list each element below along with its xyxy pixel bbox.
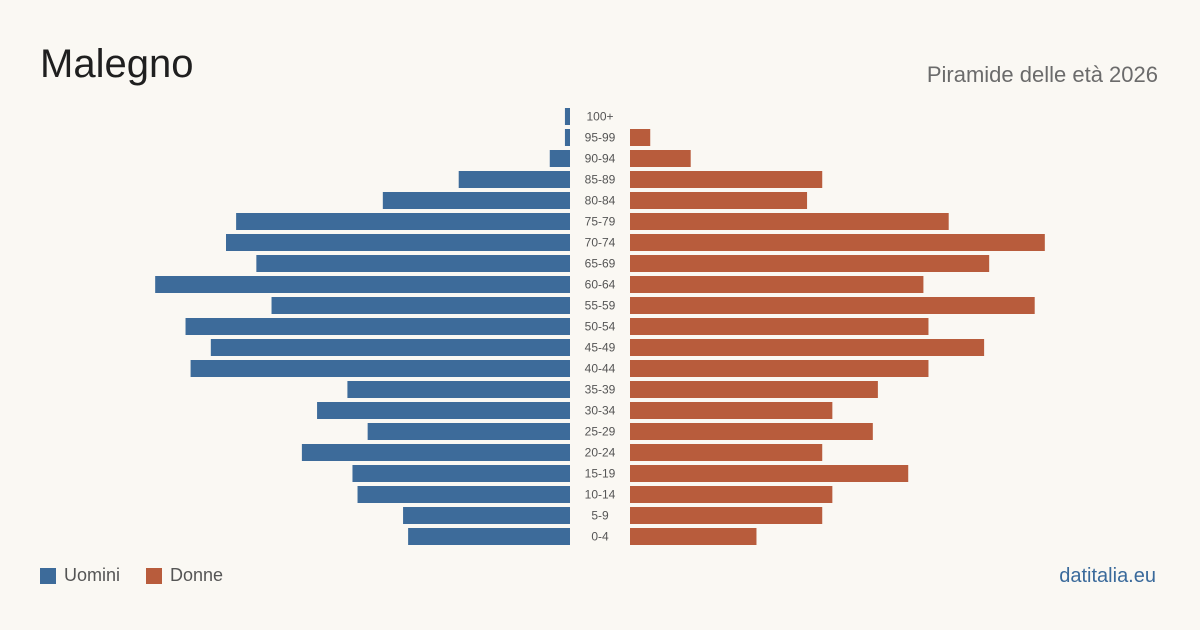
bar-men-80-84 bbox=[382, 192, 570, 209]
bar-women-70-74 bbox=[630, 234, 1045, 251]
bar-women-50-54 bbox=[630, 318, 929, 335]
bar-men-20-24 bbox=[301, 444, 570, 461]
bar-men-40-44 bbox=[190, 360, 570, 377]
bar-men-95-99 bbox=[564, 129, 570, 146]
age-label-20-24: 20-24 bbox=[585, 446, 616, 460]
age-label-80-84: 80-84 bbox=[585, 194, 616, 208]
bar-women-85-89 bbox=[630, 171, 823, 188]
bar-men-55-59 bbox=[271, 297, 570, 314]
bar-women-75-79 bbox=[630, 213, 949, 230]
legend-swatch-women bbox=[146, 567, 163, 584]
chart-legend: Uomini Donne bbox=[40, 565, 223, 586]
age-label-10-14: 10-14 bbox=[585, 488, 616, 502]
bar-men-75-79 bbox=[236, 213, 570, 230]
bar-men-70-74 bbox=[226, 234, 570, 251]
legend-item-women: Donne bbox=[146, 565, 223, 586]
bar-women-95-99 bbox=[630, 129, 651, 146]
legend-label-women: Donne bbox=[170, 565, 224, 585]
age-label-95-99: 95-99 bbox=[585, 131, 616, 145]
bar-women-45-49 bbox=[630, 339, 985, 356]
legend-label-men: Uomini bbox=[64, 565, 121, 585]
age-label-75-79: 75-79 bbox=[585, 215, 616, 229]
bar-women-90-94 bbox=[630, 150, 691, 167]
bar-women-35-39 bbox=[630, 381, 878, 398]
bar-men-30-34 bbox=[317, 402, 570, 419]
bar-men-15-19 bbox=[352, 465, 570, 482]
age-label-40-44: 40-44 bbox=[585, 362, 616, 376]
bar-men-100+ bbox=[564, 108, 570, 125]
age-label-35-39: 35-39 bbox=[585, 383, 616, 397]
bar-women-80-84 bbox=[630, 192, 808, 209]
age-label-25-29: 25-29 bbox=[585, 425, 616, 439]
age-label-30-34: 30-34 bbox=[585, 404, 616, 418]
bar-women-40-44 bbox=[630, 360, 929, 377]
bar-men-25-29 bbox=[367, 423, 570, 440]
age-label-65-69: 65-69 bbox=[585, 257, 616, 271]
age-label-85-89: 85-89 bbox=[585, 173, 616, 187]
bar-women-15-19 bbox=[630, 465, 909, 482]
page-title: Malegno bbox=[40, 42, 194, 86]
bar-men-0-4 bbox=[408, 528, 570, 545]
age-label-70-74: 70-74 bbox=[585, 236, 616, 250]
age-label-50-54: 50-54 bbox=[585, 320, 616, 334]
bar-men-65-69 bbox=[256, 255, 570, 272]
bar-women-30-34 bbox=[630, 402, 833, 419]
bar-women-60-64 bbox=[630, 276, 924, 293]
legend-swatch-men bbox=[40, 567, 56, 584]
bar-men-45-49 bbox=[210, 339, 570, 356]
bar-men-10-14 bbox=[357, 486, 570, 503]
bar-men-60-64 bbox=[155, 276, 571, 293]
bar-women-65-69 bbox=[630, 255, 990, 272]
bar-men-5-9 bbox=[403, 507, 570, 524]
age-label-5-9: 5-9 bbox=[591, 509, 609, 523]
legend-item-men: Uomini bbox=[40, 565, 120, 586]
age-label-60-64: 60-64 bbox=[585, 278, 616, 292]
bar-women-25-29 bbox=[630, 423, 873, 440]
age-label-45-49: 45-49 bbox=[585, 341, 616, 355]
age-label-90-94: 90-94 bbox=[585, 152, 616, 166]
bar-men-50-54 bbox=[185, 318, 570, 335]
age-label-55-59: 55-59 bbox=[585, 299, 616, 313]
population-pyramid-chart: 100+ 95-99 90-94 85-89 80-84 75-79 70-74 65-69 6… bbox=[155, 108, 1045, 545]
brand-link[interactable]: datitalia.eu bbox=[1059, 565, 1156, 587]
age-label-0-4: 0-4 bbox=[591, 530, 609, 544]
bar-women-5-9 bbox=[630, 507, 823, 524]
age-label-15-19: 15-19 bbox=[585, 467, 616, 481]
bar-men-35-39 bbox=[347, 381, 570, 398]
bar-women-0-4 bbox=[630, 528, 757, 545]
bar-women-10-14 bbox=[630, 486, 833, 503]
chart-subtitle: Piramide delle età 2026 bbox=[926, 62, 1158, 87]
bar-men-90-94 bbox=[549, 150, 570, 167]
bar-women-20-24 bbox=[630, 444, 823, 461]
bar-women-55-59 bbox=[630, 297, 1035, 314]
age-label-100+: 100+ bbox=[586, 110, 613, 124]
bar-men-85-89 bbox=[458, 171, 570, 188]
